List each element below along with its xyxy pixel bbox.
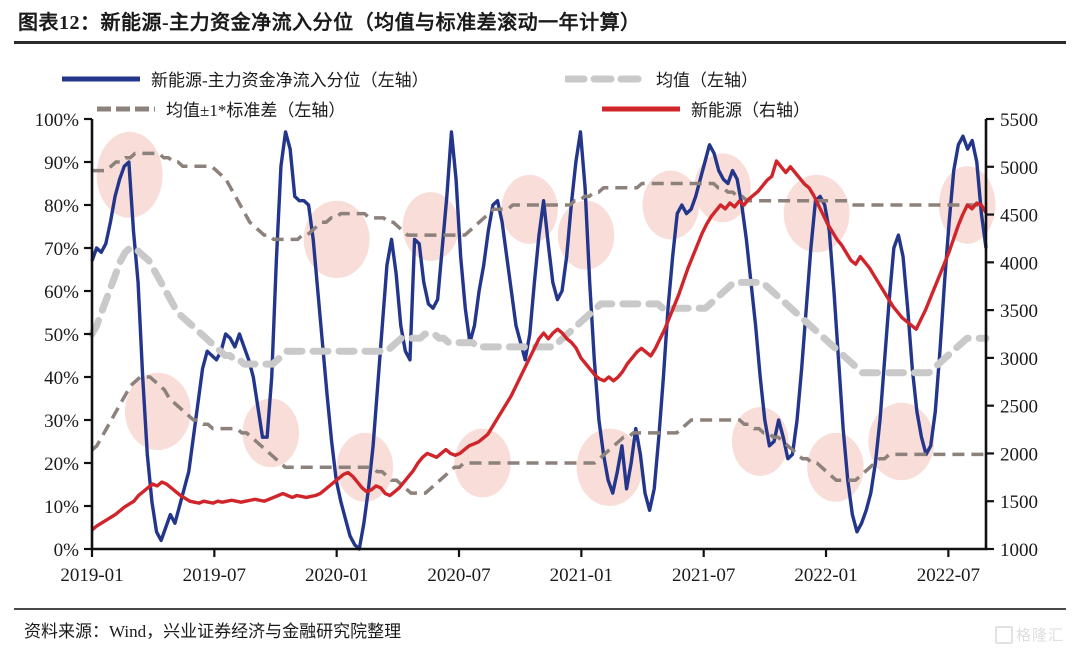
right-axis-tick-label: 5000 xyxy=(1000,158,1038,179)
left-axis-tick-label: 20% xyxy=(44,454,79,475)
left-axis-tick-label: 100% xyxy=(35,110,80,131)
legend-item-mean[interactable]: 均值（左轴） xyxy=(565,66,758,91)
highlight-ellipse xyxy=(124,372,191,451)
highlight-ellipse xyxy=(807,432,864,502)
right-axis-tick-label: 4500 xyxy=(1000,206,1038,227)
x-axis-tick-label: 2022-01 xyxy=(794,565,857,586)
right-axis-tick-label: 4000 xyxy=(1000,253,1038,274)
x-axis-tick-label: 2020-01 xyxy=(305,565,368,586)
right-axis-tick-label: 2500 xyxy=(1000,397,1038,418)
right-axis-tick-label: 3500 xyxy=(1000,301,1038,322)
right-axis-tick-label: 5500 xyxy=(1000,110,1038,131)
x-axis-tick-label: 2022-07 xyxy=(917,565,980,586)
legend-item-new-energy-index[interactable]: 新能源（右轴） xyxy=(600,96,810,121)
legend-swatch-dashed-brown xyxy=(97,106,155,111)
right-axis-tick-label: 3000 xyxy=(1000,349,1038,370)
x-axis-tick-label: 2019-01 xyxy=(60,565,123,586)
legend-label: 均值±1*标准差（左轴） xyxy=(166,101,346,120)
left-axis-tick-label: 30% xyxy=(44,411,79,432)
left-axis-tick-label: 40% xyxy=(44,368,79,389)
series-line-2 xyxy=(92,151,986,242)
watermark-logo: 格隆汇 xyxy=(994,624,1064,645)
right-axis-tick-label: 1500 xyxy=(1000,492,1038,513)
x-axis-tick-label: 2019-07 xyxy=(183,565,246,586)
title-divider xyxy=(14,41,1066,44)
source-note: 资料来源：Wind，兴业证券经济与金融研究院整理 xyxy=(24,622,402,641)
series-line-1 xyxy=(88,244,990,377)
right-axis-tick-label: 1000 xyxy=(1000,540,1038,561)
legend-label: 新能源-主力资金净流入分位（左轴） xyxy=(151,71,429,90)
legend-swatch-dashed-gray xyxy=(565,75,647,82)
legend-item-net-inflow-quantile[interactable]: 新能源-主力资金净流入分位（左轴） xyxy=(60,66,429,91)
page-title: 图表12：新能源-主力资金净流入分位（均值与标准差滚动一年计算） xyxy=(18,12,641,34)
legend-label: 均值（左轴） xyxy=(656,71,758,90)
left-axis-tick-label: 50% xyxy=(44,325,79,346)
highlight-ellipse xyxy=(242,398,300,468)
highlight-ellipse xyxy=(402,192,460,261)
legend-swatch-solid-blue xyxy=(62,76,140,81)
legend-item-mean-std-band[interactable]: 均值±1*标准差（左轴） xyxy=(95,96,345,121)
watermark-mark-icon xyxy=(994,625,1013,644)
left-axis-tick-label: 60% xyxy=(44,282,79,303)
series-line-0 xyxy=(90,130,988,551)
highlight-ellipse xyxy=(642,170,699,240)
x-axis-tick-label: 2021-01 xyxy=(550,565,613,586)
x-axis-tick-label: 2021-07 xyxy=(672,565,735,586)
footer-divider xyxy=(14,608,1066,610)
chart-legend: 新能源-主力资金净流入分位（左轴） 均值（左轴） 均值±1*标准差（左轴） 新能… xyxy=(0,56,1080,120)
highlight-ellipse xyxy=(731,407,789,476)
highlight-ellipse xyxy=(303,200,370,279)
watermark-text: 格隆汇 xyxy=(1015,628,1064,644)
left-axis-tick-label: 0% xyxy=(54,540,80,561)
left-axis-tick-label: 90% xyxy=(44,153,79,174)
left-axis-tick-label: 80% xyxy=(44,196,79,217)
left-axis-tick-label: 70% xyxy=(44,239,79,260)
legend-swatch-solid-red xyxy=(602,106,680,111)
line-chart: 0% 10% 20% 30% 40% 50% 60% 70% 80% 90% 100% 1000 150… xyxy=(35,110,1038,586)
series-line-3 xyxy=(90,375,986,495)
left-axis-tick-label: 10% xyxy=(44,497,79,518)
legend-label: 新能源（右轴） xyxy=(691,101,810,120)
right-axis-tick-label: 2000 xyxy=(1000,444,1038,465)
x-axis-tick-label: 2020-07 xyxy=(427,565,490,586)
series-line-4 xyxy=(90,159,988,532)
highlight-ellipse xyxy=(501,174,558,244)
